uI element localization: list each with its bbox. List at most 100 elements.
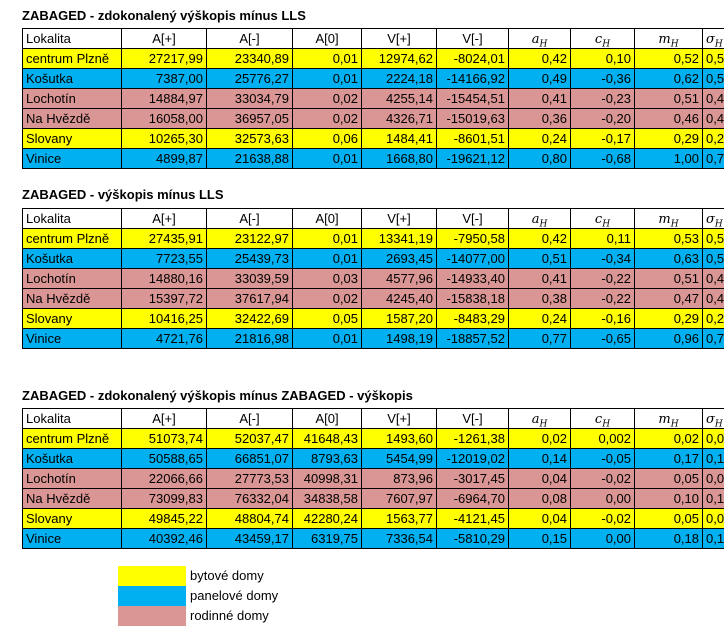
header-cell: mH	[634, 408, 703, 429]
location-cell: Vinice	[22, 528, 122, 549]
location-cell: Vinice	[22, 328, 122, 349]
math-symbol: mH	[658, 412, 678, 428]
symbol-base: m	[658, 212, 671, 227]
symbol-base: σ	[706, 412, 715, 427]
value-cell: 1668,80	[361, 148, 437, 169]
header-cell: V[-]	[436, 208, 509, 229]
value-cell: 0,51	[508, 248, 571, 269]
value-cell: 7336,54	[361, 528, 437, 549]
value-cell: 0,96	[634, 328, 703, 349]
legend-label: bytové domy	[190, 568, 264, 583]
value-cell: -0,34	[570, 248, 635, 269]
value-cell: -4121,45	[436, 508, 509, 529]
value-cell: 0,05	[634, 468, 703, 489]
value-cell: 0,38	[508, 288, 571, 309]
value-cell: 48804,74	[206, 508, 293, 529]
symbol-base: m	[658, 412, 671, 427]
value-cell: 0,29	[634, 308, 703, 329]
value-cell: 0,52	[634, 48, 703, 69]
value-cell: 0,77	[508, 328, 571, 349]
value-cell: 0,01	[292, 248, 362, 269]
value-cell: 0,05	[702, 468, 724, 489]
location-cell: Slovany	[22, 128, 122, 149]
math-symbol: cH	[595, 212, 610, 228]
value-cell: 66851,07	[206, 448, 293, 469]
location-cell: Lochotín	[22, 468, 122, 489]
value-cell: 6319,75	[292, 528, 362, 549]
value-cell: 0,41	[508, 268, 571, 289]
legend-swatch	[118, 606, 186, 626]
header-cell: cH	[570, 208, 635, 229]
symbol-subscript: H	[714, 219, 723, 229]
value-cell: 36957,05	[206, 108, 293, 129]
value-cell: 43459,17	[206, 528, 293, 549]
location-cell: centrum Plzně	[22, 48, 122, 69]
value-cell: 34838,58	[292, 488, 362, 509]
value-cell: 52037,47	[206, 428, 293, 449]
header-cell: σH	[702, 28, 724, 49]
value-cell: 25439,73	[206, 248, 293, 269]
location-cell: Vinice	[22, 148, 122, 169]
symbol-base: a	[531, 212, 540, 227]
value-cell: -8483,29	[436, 308, 509, 329]
value-cell: 0,42	[702, 288, 724, 309]
value-cell: 0,02	[634, 428, 703, 449]
value-cell: 0,24	[508, 308, 571, 329]
value-cell: -0,65	[570, 328, 635, 349]
value-cell: 0,25	[702, 308, 724, 329]
value-cell: 21638,88	[206, 148, 293, 169]
value-cell: 0,41	[508, 88, 571, 109]
header-cell: Lokalita	[22, 28, 122, 49]
legend-label: panelové domy	[190, 588, 279, 603]
value-cell: 0,10	[702, 488, 724, 509]
value-cell: 0,02	[702, 428, 724, 449]
value-cell: -14166,92	[436, 68, 509, 89]
symbol-subscript: H	[539, 219, 548, 229]
header-cell: cH	[570, 408, 635, 429]
value-cell: -0,68	[570, 148, 635, 169]
value-cell: 0,02	[292, 88, 362, 109]
value-cell: 40998,31	[292, 468, 362, 489]
header-cell: A[+]	[121, 28, 207, 49]
legend-swatch	[118, 566, 186, 586]
value-cell: -1261,38	[436, 428, 509, 449]
location-cell: centrum Plzně	[22, 428, 122, 449]
location-cell: Slovany	[22, 308, 122, 329]
value-cell: 0,10	[634, 488, 703, 509]
value-cell: 32422,69	[206, 308, 293, 329]
value-cell: 50588,65	[121, 448, 207, 469]
location-cell: Lochotín	[22, 88, 122, 109]
value-cell: 0,18	[702, 528, 724, 549]
value-cell: 0,51	[634, 268, 703, 289]
value-cell: 73099,83	[121, 488, 207, 509]
value-cell: 4326,71	[361, 108, 437, 129]
value-cell: -5810,29	[436, 528, 509, 549]
symbol-subscript: H	[539, 39, 548, 49]
math-symbol: cH	[594, 412, 610, 428]
header-cell: Lokalita	[22, 408, 122, 429]
value-cell: 873,96	[361, 468, 437, 489]
value-cell: 0,002	[570, 428, 635, 449]
value-cell: 7387,00	[121, 68, 207, 89]
symbol-subscript: H	[714, 39, 723, 49]
math-symbol: σH	[706, 412, 723, 428]
value-cell: 4245,40	[361, 288, 437, 309]
value-cell: 0,05	[292, 308, 362, 329]
value-cell: -15454,51	[436, 88, 509, 109]
value-cell: 0,70	[702, 328, 724, 349]
value-cell: 0,53	[702, 248, 724, 269]
value-cell: 1587,20	[361, 308, 437, 329]
header-cell: V[+]	[361, 28, 437, 49]
value-cell: -0,17	[570, 128, 635, 149]
value-cell: 10265,30	[121, 128, 207, 149]
header-cell: V[+]	[361, 208, 437, 229]
value-cell: -14077,00	[436, 248, 509, 269]
value-cell: 0,01	[292, 48, 362, 69]
value-cell: 0,62	[634, 68, 703, 89]
header-cell: Lokalita	[22, 208, 122, 229]
header-cell: A[+]	[121, 408, 207, 429]
value-cell: 41648,43	[292, 428, 362, 449]
symbol-base: c	[594, 412, 603, 427]
value-cell: 15397,72	[121, 288, 207, 309]
